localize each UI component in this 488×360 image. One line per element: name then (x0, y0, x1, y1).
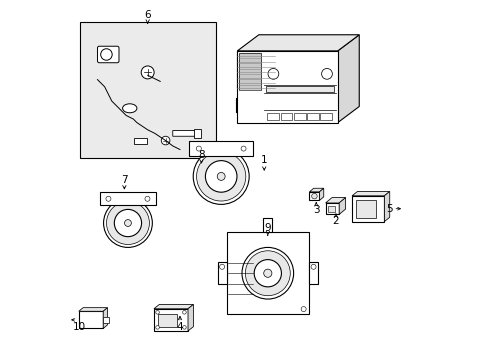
Circle shape (263, 269, 271, 277)
Polygon shape (103, 308, 107, 328)
Text: 4: 4 (176, 322, 183, 332)
Circle shape (301, 307, 305, 312)
Circle shape (101, 49, 112, 60)
Bar (134, 138, 147, 144)
Polygon shape (384, 192, 389, 222)
Circle shape (114, 210, 142, 237)
Bar (237, 51, 275, 88)
Circle shape (141, 66, 154, 79)
Ellipse shape (122, 104, 137, 113)
Text: 2: 2 (332, 216, 339, 226)
Circle shape (144, 196, 150, 201)
Text: 9: 9 (264, 224, 270, 233)
Circle shape (311, 193, 317, 199)
Circle shape (267, 68, 278, 79)
Polygon shape (319, 188, 323, 201)
Circle shape (321, 68, 332, 79)
Polygon shape (79, 308, 107, 311)
Text: 6: 6 (144, 10, 151, 20)
Text: 3: 3 (312, 206, 319, 216)
Bar (265, 86, 333, 93)
Circle shape (196, 152, 245, 201)
Bar (217, 262, 226, 284)
Circle shape (161, 136, 169, 145)
Text: 7: 7 (121, 175, 127, 185)
Bar (267, 113, 279, 120)
Circle shape (310, 264, 315, 269)
Circle shape (242, 247, 293, 299)
Text: 10: 10 (73, 322, 86, 332)
Bar (80, 22, 215, 158)
Circle shape (241, 146, 245, 151)
Text: 5: 5 (386, 204, 392, 214)
Polygon shape (187, 305, 193, 331)
Circle shape (124, 220, 131, 226)
Text: 8: 8 (198, 150, 204, 160)
Circle shape (106, 196, 111, 201)
Polygon shape (339, 198, 345, 215)
Circle shape (155, 311, 159, 314)
Circle shape (106, 202, 149, 244)
Text: 1: 1 (261, 155, 267, 165)
Bar (320, 113, 331, 120)
Bar (308, 262, 317, 284)
Bar (157, 314, 177, 327)
Circle shape (182, 311, 186, 314)
Polygon shape (351, 192, 389, 196)
Circle shape (103, 199, 152, 247)
Bar (226, 232, 308, 315)
Polygon shape (325, 198, 345, 203)
Circle shape (254, 260, 281, 287)
Bar (263, 218, 272, 232)
Circle shape (155, 325, 159, 329)
Polygon shape (154, 305, 193, 309)
Polygon shape (237, 35, 359, 51)
Bar (103, 317, 109, 323)
Bar (325, 203, 339, 215)
Bar (306, 113, 318, 120)
Bar (351, 196, 384, 222)
Circle shape (217, 172, 224, 180)
Bar (154, 309, 187, 331)
Bar (79, 311, 103, 328)
Circle shape (193, 148, 249, 204)
Circle shape (196, 146, 201, 151)
Circle shape (182, 325, 186, 329)
Circle shape (219, 264, 224, 269)
Bar (239, 53, 261, 90)
Circle shape (205, 161, 237, 192)
Polygon shape (172, 131, 198, 136)
Bar (237, 51, 337, 123)
Bar (356, 201, 376, 218)
Bar (280, 113, 292, 120)
Polygon shape (337, 35, 359, 123)
Bar (100, 192, 156, 206)
Bar (327, 206, 334, 212)
Bar (309, 192, 319, 201)
Bar (194, 129, 201, 138)
Circle shape (245, 251, 290, 296)
Polygon shape (309, 188, 323, 192)
FancyBboxPatch shape (97, 46, 119, 63)
Bar (189, 141, 253, 156)
Bar (293, 113, 305, 120)
